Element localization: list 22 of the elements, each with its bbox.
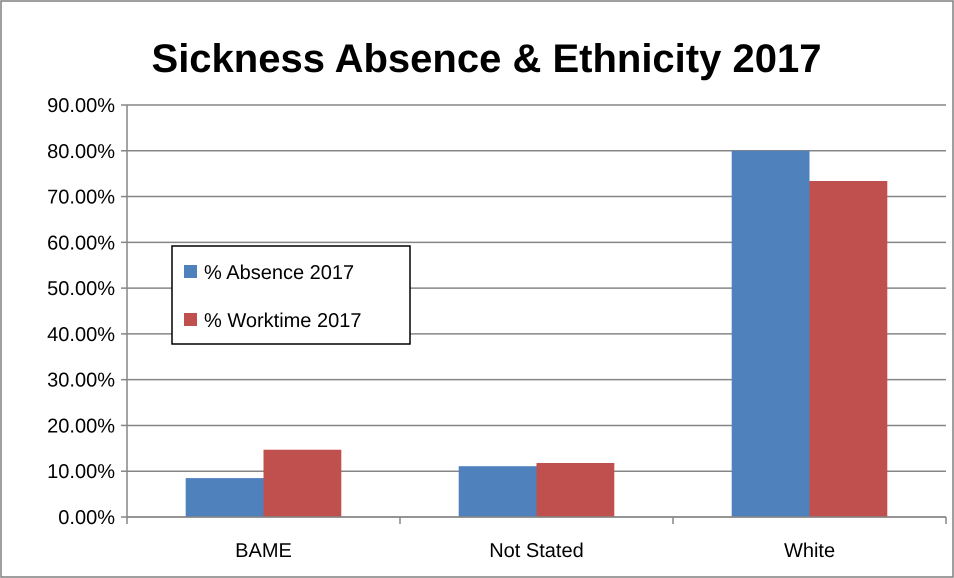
x-tick-label: White (784, 540, 836, 562)
bar (264, 450, 342, 517)
legend-label: % Worktime 2017 (204, 310, 362, 332)
x-tick-label: Not Stated (489, 540, 584, 562)
x-tick-label: BAME (235, 540, 292, 562)
chart-title: Sickness Absence & Ethnicity 2017 (152, 37, 822, 81)
y-tick-label: 60.00% (47, 232, 116, 254)
bar (186, 478, 264, 517)
y-tick-label: 70.00% (47, 186, 116, 209)
y-tick-label: 40.00% (47, 324, 116, 346)
bar (458, 466, 536, 517)
bar (810, 180, 888, 517)
y-tick-label: 0.00% (58, 507, 116, 529)
y-tick-label: 80.00% (47, 140, 116, 163)
legend-label: % Absence 2017 (204, 262, 354, 284)
y-tick-label: 30.00% (47, 370, 116, 392)
bar (536, 462, 614, 517)
y-tick-label: 50.00% (47, 278, 116, 300)
y-tick-label: 90.00% (47, 95, 116, 117)
y-tick-label: 10.00% (47, 461, 116, 484)
bar (732, 150, 810, 517)
y-tick-label: 20.00% (47, 415, 116, 438)
